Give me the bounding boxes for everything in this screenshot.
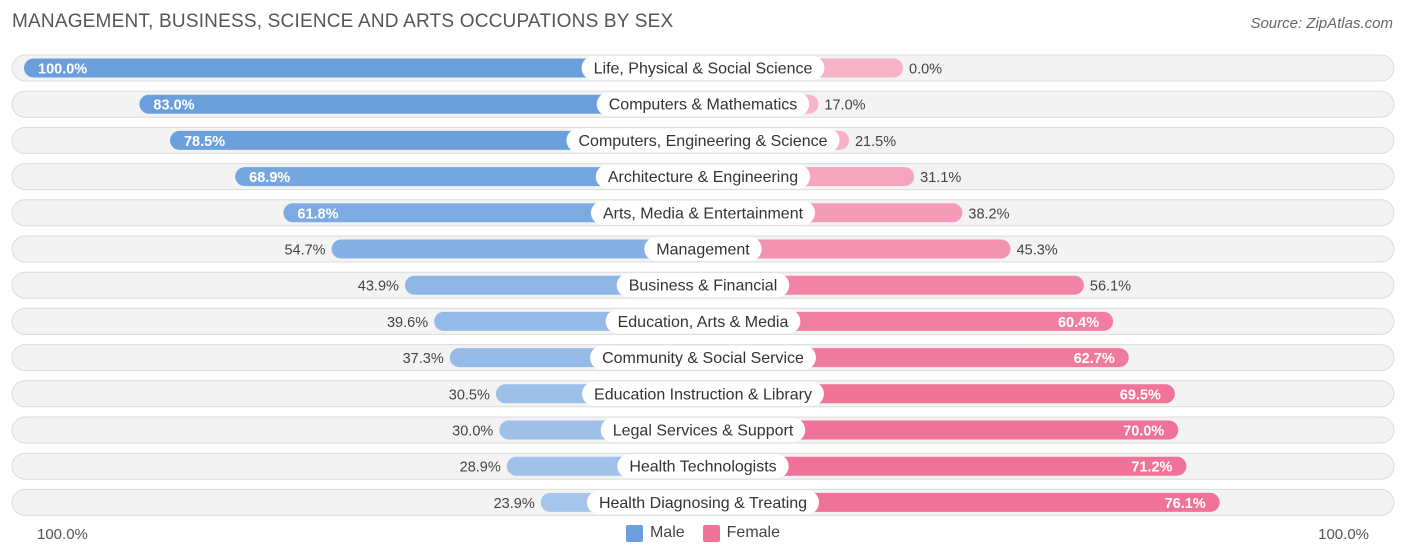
male-bar (235, 167, 703, 187)
category-label: Education, Arts & Media (618, 314, 789, 331)
female-value-label: 56.1% (1090, 279, 1131, 295)
category-label: Management (656, 242, 750, 259)
category-label-pill (566, 128, 840, 153)
male-value-label: 28.9% (460, 460, 501, 476)
female-value-label: 17.0% (824, 98, 865, 114)
female-value-label: 76.1% (1165, 496, 1206, 512)
female-value-label: 0.0% (909, 62, 942, 78)
legend-label-male: Male (649, 524, 685, 541)
category-label: Arts, Media & Entertainment (603, 205, 804, 222)
female-bar (703, 492, 1220, 512)
male-value-label: 100.0% (38, 62, 87, 78)
diverging-bar-chart: Life, Physical & Social Science 100.0% 0.0… (11, 54, 1395, 516)
male-bar (139, 94, 703, 114)
male-value-label: 23.9% (494, 496, 535, 512)
category-label: Business & Financial (629, 278, 778, 295)
legend-swatch-male (625, 524, 643, 542)
category-label: Health Technologists (629, 459, 776, 476)
female-value-label: 60.4% (1058, 315, 1099, 331)
legend-item-female[interactable]: Female (702, 524, 781, 542)
male-value-label: 30.5% (449, 387, 490, 403)
category-label: Computers, Engineering & Science (578, 133, 827, 150)
category-label: Architecture & Engineering (608, 169, 798, 186)
female-value-label: 31.1% (920, 170, 961, 186)
female-value-label: 38.2% (968, 206, 1009, 222)
category-label: Legal Services & Support (613, 423, 794, 440)
category-label-pill (617, 454, 789, 479)
category-label-pill (616, 273, 790, 298)
axis-left-label: 100.0% (37, 526, 88, 543)
female-bar (703, 420, 1179, 440)
female-bar (703, 275, 1084, 295)
male-value-label: 54.7% (284, 243, 325, 259)
source-credit: Source: ZipAtlas.com (1250, 15, 1393, 32)
category-label-pill (581, 56, 825, 80)
category-label-pill (605, 309, 801, 334)
legend-label-female: Female (726, 524, 781, 541)
female-value-label: 69.5% (1120, 387, 1161, 403)
female-value-label: 62.7% (1074, 351, 1115, 367)
male-value-label: 37.3% (403, 351, 444, 367)
male-value-label: 43.9% (358, 279, 399, 295)
male-value-label: 68.9% (249, 170, 290, 186)
category-label-pill (590, 345, 816, 370)
category-label-pill (595, 164, 811, 189)
legend: Male Female (0, 524, 1406, 542)
category-label: Health Diagnosing & Treating (599, 495, 807, 512)
category-label: Life, Physical & Social Science (594, 61, 813, 78)
male-value-label: 39.6% (387, 315, 428, 331)
axis-right-label: 100.0% (1318, 526, 1369, 543)
female-value-label: 71.2% (1131, 460, 1172, 476)
chart-title: MANAGEMENT, BUSINESS, SCIENCE AND ARTS O… (12, 11, 674, 32)
female-bar (703, 239, 1011, 259)
category-label-pill (590, 200, 816, 225)
male-bar (24, 58, 703, 78)
female-value-label: 21.5% (855, 134, 896, 150)
male-value-label: 78.5% (184, 134, 225, 150)
category-label-pill (600, 418, 806, 442)
category-label: Computers & Mathematics (609, 97, 798, 114)
female-value-label: 45.3% (1017, 243, 1058, 259)
legend-item-male[interactable]: Male (625, 524, 685, 542)
category-label-pill (586, 490, 820, 515)
category-label: Education Instruction & Library (594, 386, 812, 403)
category-label-pill (596, 92, 810, 117)
legend-swatch-female (702, 524, 720, 542)
male-value-label: 30.0% (452, 424, 493, 440)
male-value-label: 83.0% (153, 98, 194, 114)
female-bar (703, 311, 1114, 331)
female-value-label: 70.0% (1123, 424, 1164, 440)
category-label: Community & Social Service (602, 350, 804, 367)
male-value-label: 61.8% (297, 206, 338, 222)
male-bar (331, 239, 703, 259)
female-bar (703, 456, 1187, 476)
category-label-pill (582, 381, 824, 406)
category-label-pill (644, 237, 762, 261)
